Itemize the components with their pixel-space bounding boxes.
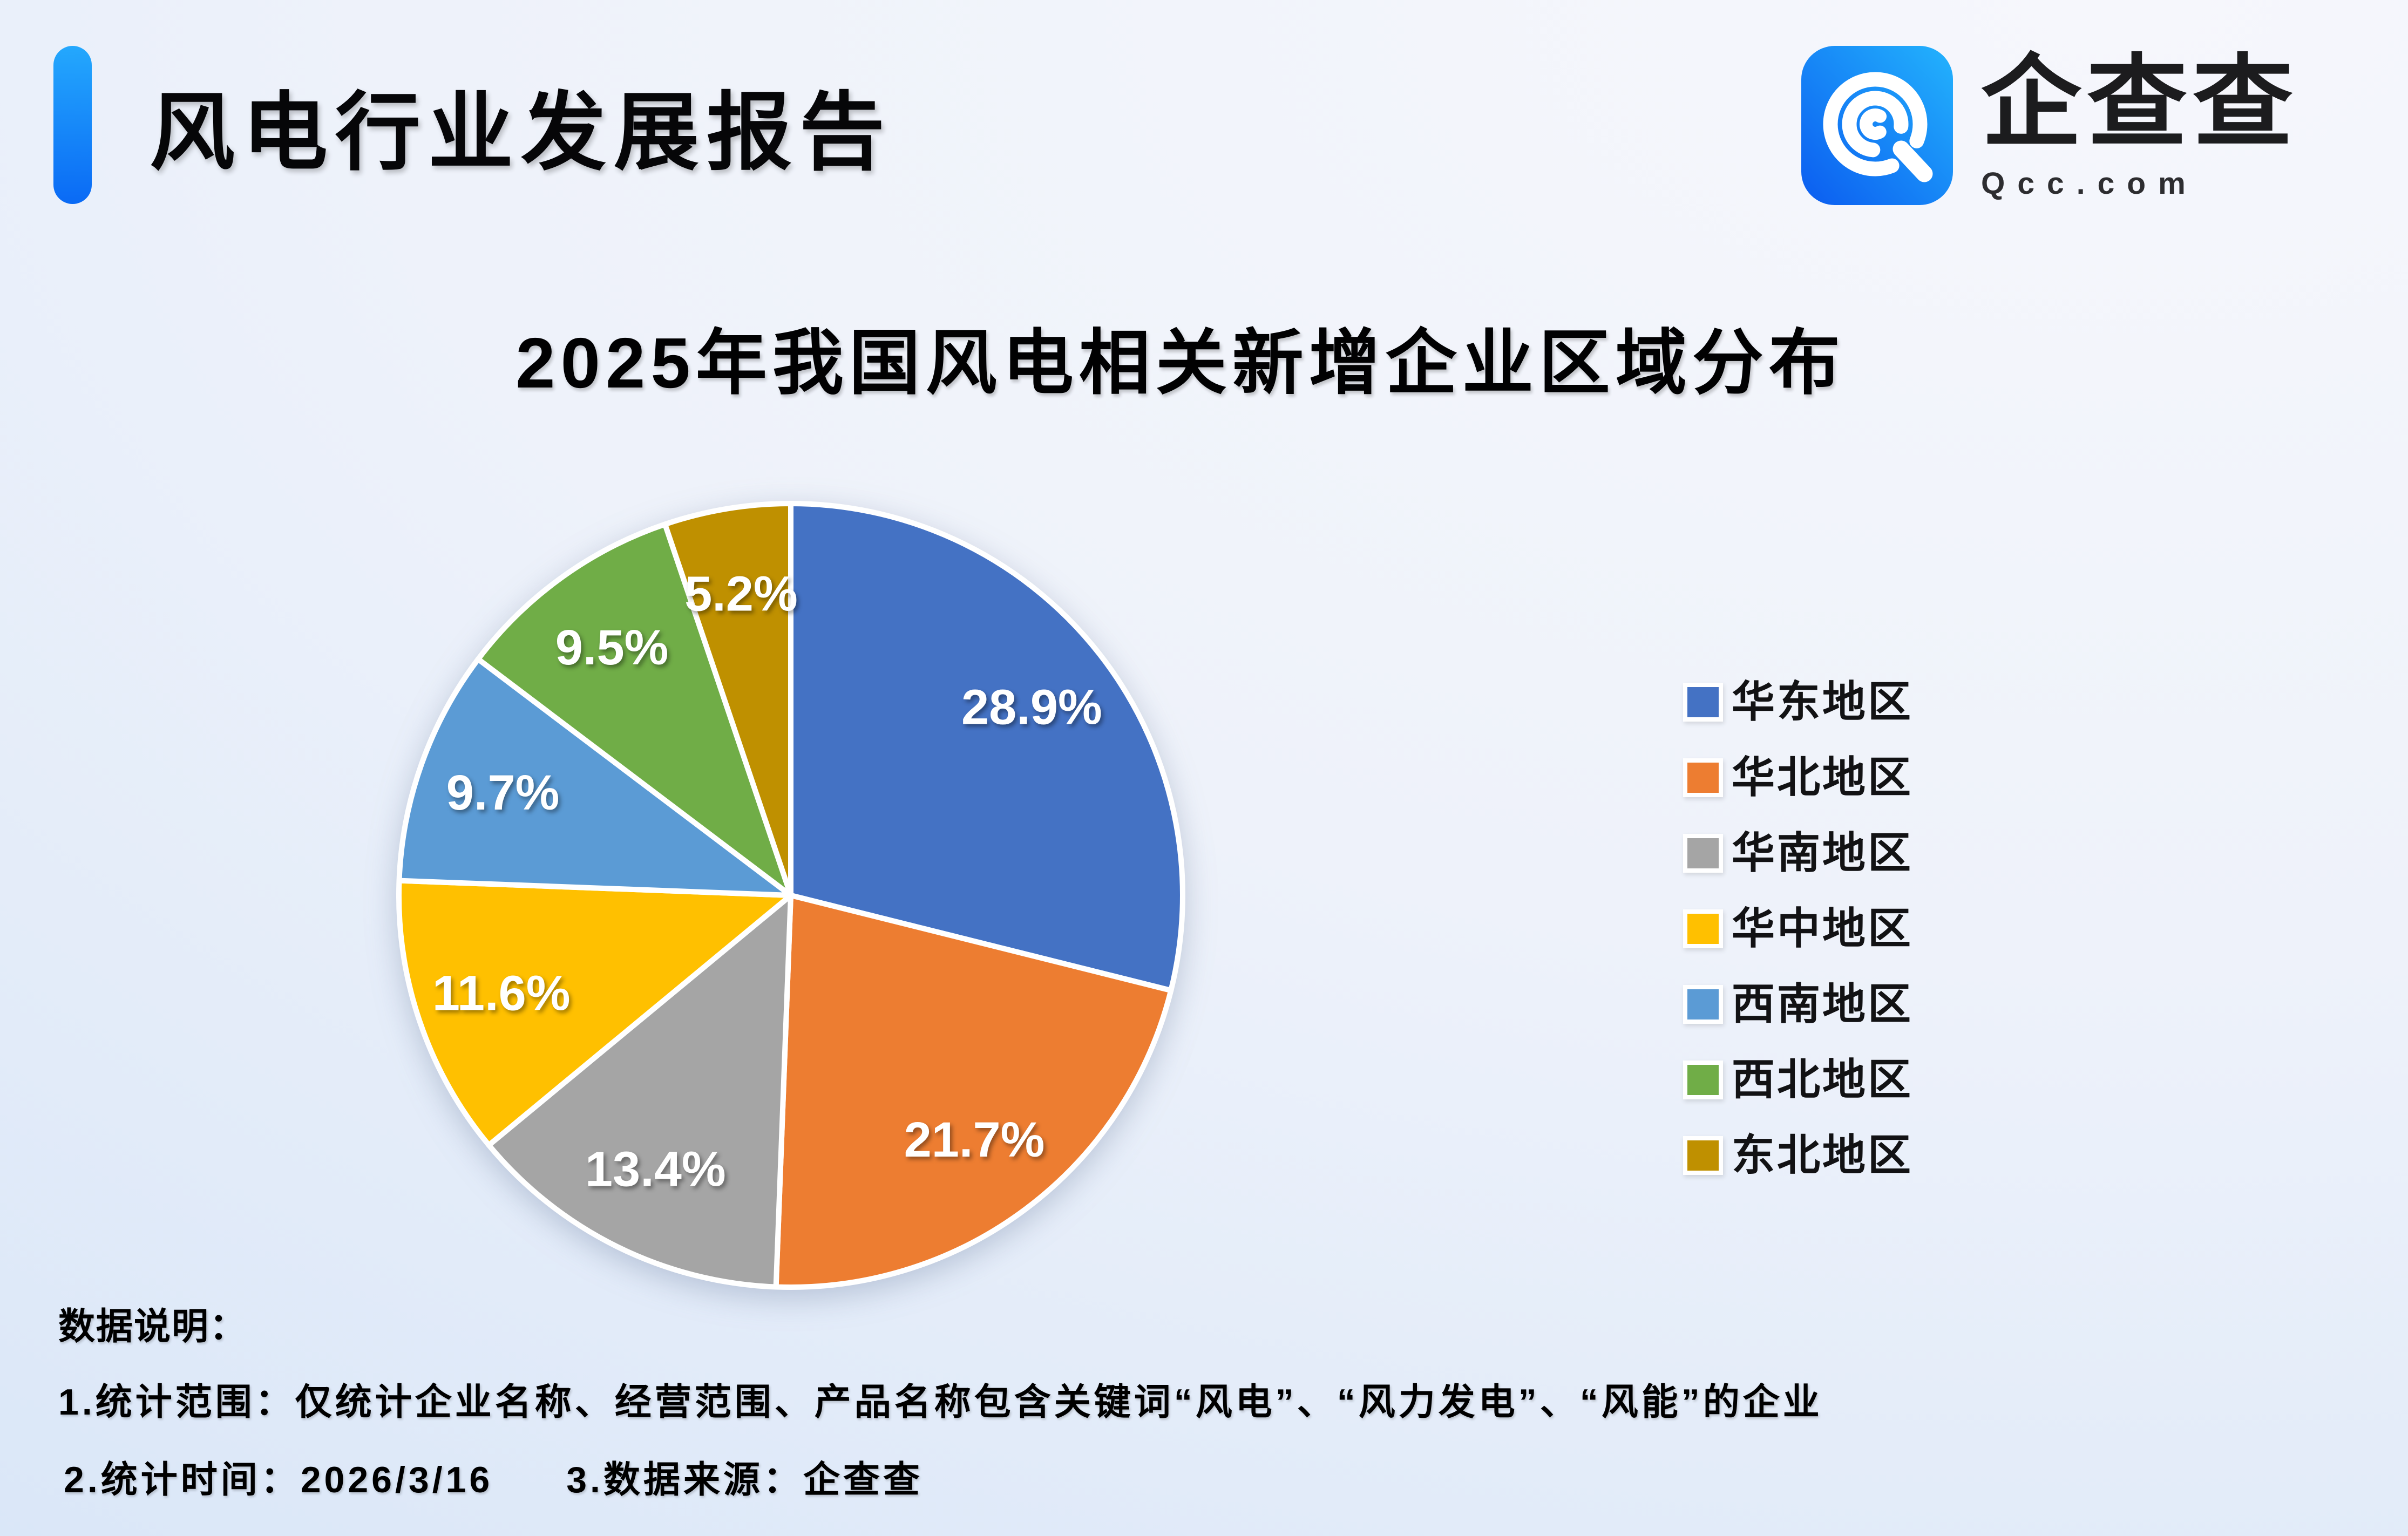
legend-item-华南地区: 华南地区 [1683, 829, 1913, 877]
header-accent-bar [53, 46, 92, 204]
pie-slice-西北地区 [475, 521, 793, 898]
brand-domain: Qcc.com [1981, 166, 2198, 201]
pie-label-华东地区: 28.9% [961, 680, 1102, 735]
legend-swatch-西北地区 [1683, 1061, 1723, 1099]
legend-item-西北地区: 西北地区 [1683, 1056, 1913, 1104]
pie-chart: 28.9% 21.7% 13.4% 11.6% 9.7% 9.5% 5.2% [396, 501, 1185, 1290]
brand-text: 企查查 Qcc.com [1981, 46, 2298, 201]
pie-label-西北地区: 9.5% [555, 620, 669, 675]
qcc-logo-icon [1801, 46, 1953, 205]
legend-label-西南地区: 西南地区 [1732, 980, 1913, 1028]
legend-swatch-西南地区 [1683, 985, 1723, 1024]
legend-item-东北地区: 东北地区 [1683, 1131, 1913, 1179]
brand-logo: 企查查 Qcc.com [1801, 46, 2298, 205]
pie-slice-华北地区 [773, 893, 1174, 1290]
pie-label-华中地区: 11.6% [432, 966, 571, 1021]
pie-slice-华中地区 [396, 878, 793, 1148]
note-line2: 2.统计时间：2026/3/16 3.数据来源：企查查 [58, 1458, 1823, 1501]
legend-label-东北地区: 东北地区 [1732, 1131, 1913, 1179]
pie-slice-华南地区 [486, 893, 793, 1290]
legend-swatch-华北地区 [1683, 758, 1723, 797]
legend-swatch-东北地区 [1683, 1136, 1723, 1175]
legend-label-西北地区: 西北地区 [1732, 1056, 1913, 1104]
pie-label-东北地区: 5.2% [684, 566, 798, 621]
legend-label-华南地区: 华南地区 [1732, 829, 1913, 877]
report-title: 风电行业发展报告 [150, 85, 892, 180]
data-notes: 数据说明： 1.统计范围：仅统计企业名称、经营范围、产品名称包含关键词“风电”、… [58, 1305, 1823, 1501]
brand-name: 企查查 [1981, 47, 2299, 159]
legend-item-华东地区: 华东地区 [1683, 678, 1913, 726]
notes-heading: 数据说明： [58, 1306, 248, 1347]
legend-swatch-华南地区 [1683, 834, 1723, 873]
legend-item-华北地区: 华北地区 [1683, 753, 1913, 801]
legend-label-华北地区: 华北地区 [1732, 753, 1913, 801]
legend-swatch-华中地区 [1683, 909, 1723, 948]
legend-label-华中地区: 华中地区 [1732, 905, 1913, 953]
pie-label-华南地区: 13.4% [585, 1142, 726, 1197]
pie-slice-东北地区 [662, 501, 793, 898]
note-scope: 1.统计范围：仅统计企业名称、经营范围、产品名称包含关键词“风电”、“风力发电”… [58, 1382, 1823, 1423]
pie-slice-华东地区 [788, 501, 1185, 994]
pie-label-西南地区: 9.7% [446, 765, 560, 820]
pie-slice-西南地区 [396, 656, 793, 898]
chart-title: 2025年我国风电相关新增企业区域分布 [515, 323, 1846, 403]
note-source: 3.数据来源：企查查 [566, 1459, 923, 1500]
legend-label-华东地区: 华东地区 [1732, 678, 1913, 726]
legend-item-华中地区: 华中地区 [1683, 905, 1913, 953]
pie-label-华北地区: 21.7% [904, 1112, 1045, 1167]
note-time: 2.统计时间：2026/3/16 [64, 1459, 493, 1500]
chart-legend: 华东地区华北地区华南地区华中地区西南地区西北地区东北地区 [1683, 678, 1913, 1179]
legend-item-西南地区: 西南地区 [1683, 980, 1913, 1028]
legend-swatch-华东地区 [1683, 683, 1723, 722]
